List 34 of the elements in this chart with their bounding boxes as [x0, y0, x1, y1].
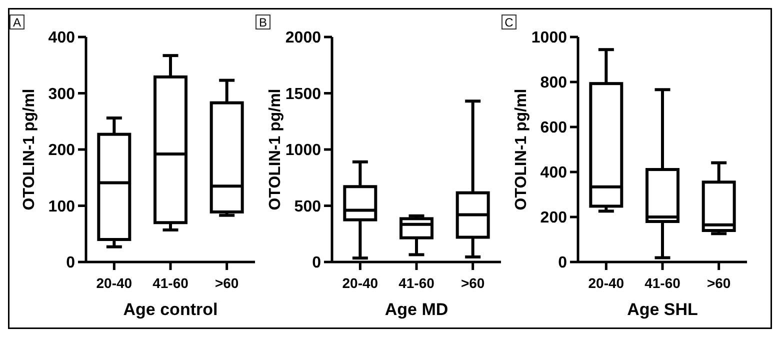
y-tick-label: 0 — [66, 254, 76, 272]
y-tick-label: 1500 — [285, 86, 322, 103]
y-tick-label: 400 — [48, 30, 76, 47]
x-tick-label: >60 — [706, 275, 731, 291]
x-tick-label: 20-40 — [342, 275, 378, 291]
y-axis-title: OTOLIN-1 pg/ml — [267, 88, 284, 210]
y-axis-title: OTOLIN-1 pg/ml — [21, 88, 38, 210]
y-axis-title: OTOLIN-1 pg/ml — [513, 88, 530, 210]
y-tick-label: 800 — [540, 74, 568, 92]
x-tick-label: >60 — [460, 275, 485, 291]
x-tick-label: 41-60 — [644, 275, 681, 291]
x-axis-title: Age SHL — [627, 300, 698, 319]
x-tick-label: >60 — [214, 275, 239, 291]
y-tick-label: 100 — [48, 198, 76, 216]
y-tick-label: 0 — [312, 254, 322, 272]
x-axis-title: Age MD — [384, 300, 448, 319]
y-tick-label: 200 — [48, 142, 76, 160]
y-tick-label: 600 — [540, 120, 568, 137]
y-tick-label: 0 — [558, 254, 568, 272]
y-tick-label: 400 — [540, 164, 568, 182]
y-tick-label: 1000 — [285, 142, 322, 160]
y-tick-label: 500 — [294, 198, 322, 216]
y-tick-label: 2000 — [285, 30, 322, 47]
y-tick-label: 300 — [48, 86, 76, 103]
x-tick-label: 20-40 — [96, 275, 132, 291]
x-tick-label: 41-60 — [152, 275, 189, 291]
chart-title: B — [258, 16, 268, 30]
chart-title: A — [12, 16, 22, 30]
y-tick-label: 200 — [540, 210, 568, 227]
x-tick-label: 41-60 — [398, 275, 435, 291]
y-tick-label: 1000 — [531, 30, 568, 47]
chart-title: C — [504, 16, 514, 30]
x-axis-title: Age control — [123, 300, 218, 319]
x-tick-label: 20-40 — [588, 275, 624, 291]
